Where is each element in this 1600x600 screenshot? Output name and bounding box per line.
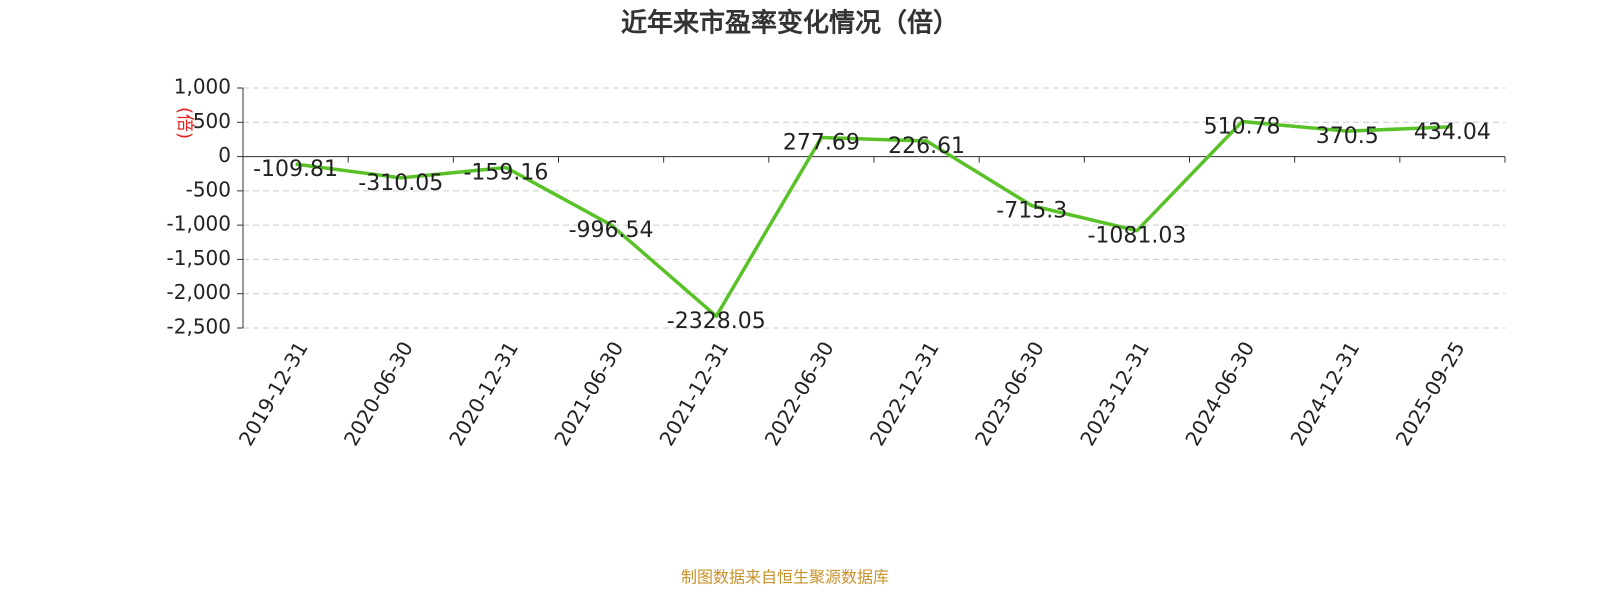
- y-tick-label: 0: [218, 143, 231, 167]
- x-tick-label: 2025-09-25: [1391, 337, 1470, 450]
- data-label: 434.04: [1414, 120, 1491, 145]
- y-tick-label: 1,000: [174, 75, 231, 99]
- x-tick-label: 2022-06-30: [760, 337, 839, 450]
- data-label: -310.05: [358, 171, 443, 196]
- y-tick-label: -1,500: [167, 246, 231, 270]
- series-line: [295, 119, 1453, 318]
- chart-title: 近年来市盈率变化情况（倍）: [621, 8, 959, 39]
- data-label: 510.78: [1204, 115, 1281, 140]
- y-axis-label: (倍): [174, 107, 195, 139]
- data-label: 226.61: [888, 134, 965, 159]
- x-tick-label: 2024-12-31: [1285, 337, 1364, 450]
- x-tick-label: 2022-12-31: [865, 337, 944, 450]
- x-tick-label: 2019-12-31: [234, 337, 313, 450]
- x-tick-label: 2020-12-31: [444, 337, 523, 450]
- data-label: -2328.05: [667, 309, 766, 334]
- source-note: 制图数据来自恒生聚源数据库: [681, 568, 889, 587]
- data-label: -996.54: [569, 218, 654, 243]
- x-tick-label: 2024-06-30: [1180, 337, 1259, 450]
- x-tick-label: 2023-12-31: [1075, 337, 1154, 450]
- y-tick-label: -500: [186, 177, 231, 201]
- y-tick-label: -2,000: [167, 280, 231, 304]
- x-tick-label: 2023-06-30: [970, 337, 1049, 450]
- x-tick-label: 2020-06-30: [339, 337, 418, 450]
- data-label: -1081.03: [1087, 224, 1186, 249]
- data-label: -109.81: [253, 157, 338, 182]
- x-tick-label: 2021-06-30: [549, 337, 628, 450]
- data-label: -159.16: [463, 160, 548, 185]
- y-tick-label: 500: [193, 109, 231, 133]
- data-label: 370.5: [1316, 124, 1379, 149]
- data-label: -715.3: [996, 199, 1067, 224]
- x-tick-label: 2021-12-31: [654, 337, 733, 450]
- y-tick-label: -2,500: [167, 315, 231, 339]
- y-tick-label: -1,000: [167, 212, 231, 236]
- data-label: 277.69: [783, 131, 860, 156]
